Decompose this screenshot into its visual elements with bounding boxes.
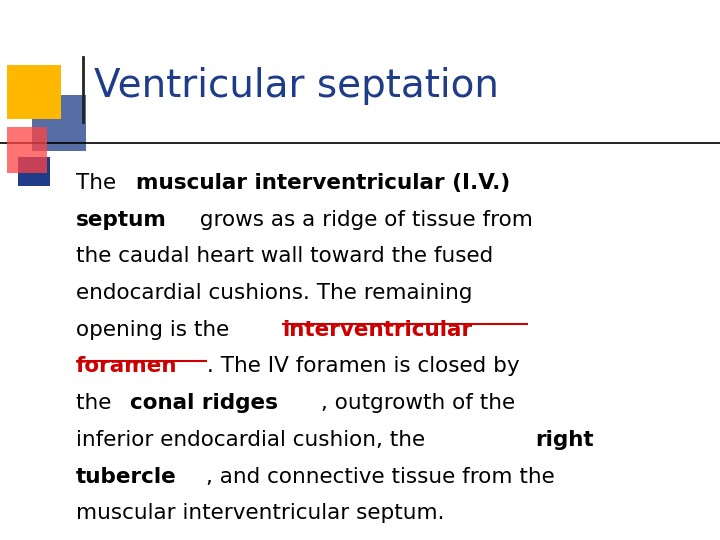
Text: muscular interventricular (I.V.): muscular interventricular (I.V.) [136, 173, 510, 193]
Text: conal ridges: conal ridges [130, 393, 278, 413]
Bar [18, 157, 50, 186]
Text: The: The [76, 173, 122, 193]
Bar [7, 65, 61, 119]
Bar [7, 127, 47, 173]
Text: tubercle: tubercle [76, 467, 176, 487]
Text: , outgrowth of the: , outgrowth of the [321, 393, 516, 413]
Text: septum: septum [76, 210, 166, 230]
Text: . The IV foramen is closed by: . The IV foramen is closed by [207, 356, 519, 376]
Text: the caudal heart wall toward the fused: the caudal heart wall toward the fused [76, 246, 493, 266]
Text: right: right [535, 430, 593, 450]
Text: opening is the: opening is the [76, 320, 235, 340]
Text: grows as a ridge of tissue from: grows as a ridge of tissue from [193, 210, 533, 230]
Text: , and connective tissue from the: , and connective tissue from the [206, 467, 554, 487]
Text: inferior endocardial cushion, the: inferior endocardial cushion, the [76, 430, 431, 450]
Text: foramen: foramen [76, 356, 177, 376]
Text: muscular interventricular septum.: muscular interventricular septum. [76, 503, 444, 523]
Text: endocardial cushions. The remaining: endocardial cushions. The remaining [76, 283, 472, 303]
Text: the: the [76, 393, 118, 413]
Text: interventricular: interventricular [282, 320, 472, 340]
Text: Ventricular septation: Ventricular septation [94, 68, 498, 105]
Bar [32, 94, 86, 151]
